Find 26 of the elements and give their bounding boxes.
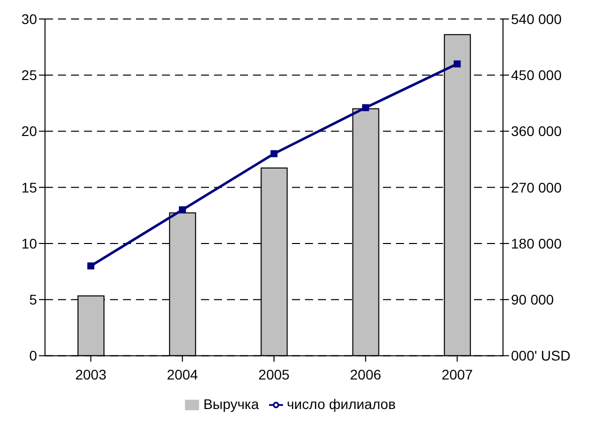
y2-tick-label: 180 000 bbox=[511, 235, 562, 252]
point bbox=[362, 104, 370, 112]
y2-tick-label: 450 000 bbox=[511, 67, 562, 84]
x-tick-label: 2005 bbox=[258, 366, 290, 383]
y-tick-label: 25 bbox=[21, 67, 38, 84]
y2-tick-label: 360 000 bbox=[511, 123, 562, 140]
y-tick-label: 30 bbox=[21, 10, 38, 27]
point bbox=[454, 60, 461, 68]
x-tick-label: 2006 bbox=[350, 366, 382, 383]
x-tick-label: 2004 bbox=[166, 366, 198, 383]
y2-tick-label: 540 000 bbox=[511, 10, 562, 27]
point bbox=[87, 262, 94, 270]
point bbox=[178, 206, 186, 214]
legend-label: число филиалов bbox=[286, 396, 396, 412]
y-tick-label: 15 bbox=[21, 179, 38, 196]
y-tick-label: 20 bbox=[21, 123, 38, 140]
y2-tick-label: 270 000 bbox=[511, 179, 562, 196]
y-tick-label: 0 bbox=[29, 348, 38, 364]
x-tick-label: 2003 bbox=[75, 366, 107, 383]
y-tick-label: 10 bbox=[21, 235, 38, 252]
x-tick-label: 2007 bbox=[442, 366, 473, 383]
y2-tick-label: 90 000 bbox=[511, 292, 554, 308]
point bbox=[270, 150, 278, 158]
y2-tick-label: 000' USD bbox=[511, 348, 570, 364]
y-tick-label: 5 bbox=[29, 292, 38, 308]
legend-label: Выручка bbox=[203, 396, 259, 412]
